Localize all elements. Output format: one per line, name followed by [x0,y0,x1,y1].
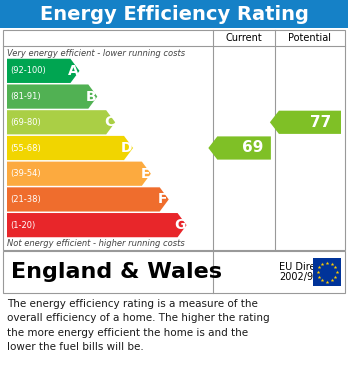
Text: Not energy efficient - higher running costs: Not energy efficient - higher running co… [7,239,185,248]
Text: The energy efficiency rating is a measure of the
overall efficiency of a home. T: The energy efficiency rating is a measur… [7,299,270,352]
Text: D: D [120,141,132,155]
Text: (21-38): (21-38) [10,195,41,204]
Polygon shape [7,213,187,237]
Text: Potential: Potential [288,33,331,43]
Text: B: B [86,90,96,104]
Polygon shape [7,84,97,109]
Text: (69-80): (69-80) [10,118,41,127]
Polygon shape [208,136,271,160]
Text: Current: Current [226,33,262,43]
Text: A: A [68,64,78,78]
Text: 2002/91/EC: 2002/91/EC [279,272,335,282]
Polygon shape [7,161,151,186]
Text: (39-54): (39-54) [10,169,41,178]
Polygon shape [7,136,133,160]
Text: C: C [104,115,114,129]
Bar [0,0,348,28]
Text: (1-20): (1-20) [10,221,35,230]
Polygon shape [7,110,115,135]
Bar [3,251,345,293]
Polygon shape [7,59,79,83]
Polygon shape [7,187,169,212]
Text: E: E [140,167,150,181]
Text: Energy Efficiency Rating: Energy Efficiency Rating [40,5,308,23]
Text: (92-100): (92-100) [10,66,46,75]
Text: G: G [174,218,185,232]
Text: (81-91): (81-91) [10,92,41,101]
Text: (55-68): (55-68) [10,143,41,152]
Polygon shape [270,111,341,134]
Text: 69: 69 [242,140,264,156]
Text: EU Directive: EU Directive [279,262,339,272]
Text: England & Wales: England & Wales [11,262,222,282]
Text: Very energy efficient - lower running costs: Very energy efficient - lower running co… [7,48,185,57]
FancyBboxPatch shape [313,258,341,286]
Text: 77: 77 [310,115,331,130]
Text: F: F [158,192,168,206]
Bar [3,30,345,250]
